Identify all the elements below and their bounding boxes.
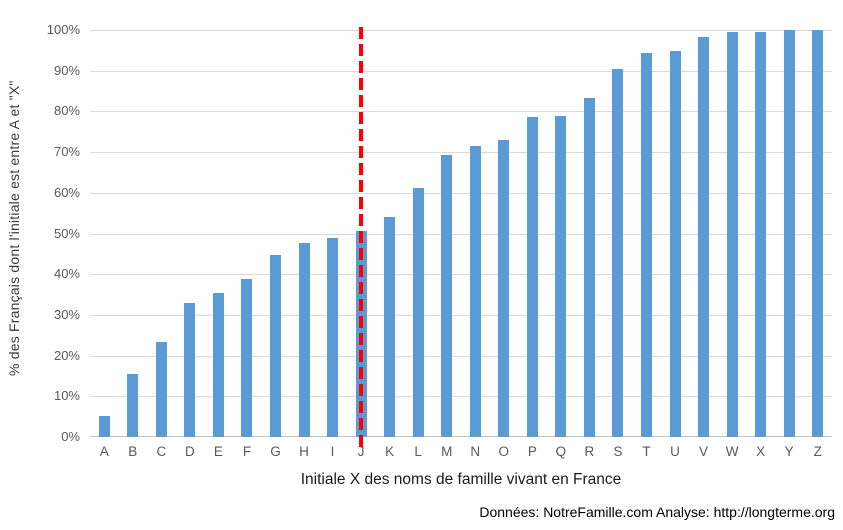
- y-tick-label: 30%: [53, 306, 80, 322]
- x-tick-label: D: [185, 444, 195, 459]
- y-tick-label: 90%: [53, 62, 80, 78]
- y-tick-label: 50%: [53, 225, 80, 241]
- bar-W: [726, 32, 738, 437]
- y-tick-label: 0%: [61, 429, 80, 444]
- gridline: [90, 356, 832, 357]
- gridline: [90, 152, 832, 153]
- bar-V: [698, 36, 710, 437]
- x-tick-label: M: [441, 444, 453, 459]
- gridline: [90, 71, 832, 72]
- bar-O: [498, 140, 510, 437]
- bar-G: [270, 254, 281, 437]
- bar-T: [641, 52, 652, 437]
- x-tick-label: F: [242, 444, 252, 459]
- x-tick-label: C: [156, 444, 167, 459]
- x-tick-label: I: [330, 444, 335, 459]
- bar-F: [241, 279, 253, 437]
- x-tick-label: V: [699, 444, 709, 459]
- source-footer: Données: NotreFamille.com Analyse: http:…: [479, 504, 835, 520]
- y-tick-label: 10%: [53, 388, 80, 404]
- gridline: [90, 193, 832, 194]
- x-tick-label: O: [498, 444, 510, 459]
- bar-S: [612, 68, 624, 437]
- y-tick-label: 20%: [53, 347, 80, 363]
- x-tick-label: K: [385, 444, 395, 459]
- bar-Q: [555, 115, 567, 437]
- x-tick-label: E: [213, 444, 223, 459]
- gridline: [90, 234, 832, 235]
- bar-D: [184, 302, 196, 437]
- y-tick-label: 60%: [53, 184, 80, 200]
- bar-M: [441, 155, 453, 437]
- bar-P: [526, 116, 538, 437]
- x-tick-label: Q: [555, 444, 567, 459]
- x-tick-label: Z: [813, 444, 822, 459]
- x-tick-label: H: [299, 444, 309, 459]
- bar-I: [327, 237, 339, 437]
- gridline: [90, 396, 832, 397]
- bar-N: [469, 146, 481, 437]
- bar-B: [127, 373, 139, 437]
- bar-Z: [812, 30, 824, 437]
- bar-L: [412, 187, 424, 437]
- plot-area: [90, 27, 832, 447]
- bar-E: [212, 293, 224, 437]
- gridline: [90, 30, 832, 31]
- y-tick-label: 100%: [46, 22, 80, 37]
- bar-U: [669, 51, 681, 437]
- bar-C: [155, 341, 167, 437]
- x-axis-line: [90, 436, 832, 437]
- bar-Y: [783, 30, 795, 437]
- y-tick-label: 70%: [53, 144, 80, 160]
- cutoff-dashed-line: [359, 27, 364, 447]
- x-axis-title: Initiale X des noms de famille vivant en…: [300, 471, 622, 488]
- x-tick-label: G: [270, 444, 281, 459]
- x-tick-label: T: [642, 444, 651, 459]
- bar-X: [755, 32, 767, 437]
- bar-H: [298, 242, 310, 437]
- bar-A: [98, 415, 110, 437]
- x-tick-label: R: [584, 444, 595, 459]
- x-tick-label: J: [357, 444, 365, 459]
- x-tick-label: U: [670, 444, 680, 459]
- x-tick-label: L: [414, 444, 422, 459]
- gridline: [90, 274, 832, 275]
- x-tick-label: B: [128, 444, 138, 459]
- gridline: [90, 315, 832, 316]
- x-tick-label: W: [725, 444, 739, 459]
- bar-R: [583, 97, 595, 437]
- y-tick-label: 80%: [53, 103, 80, 119]
- x-tick-label: X: [756, 444, 766, 459]
- x-tick-label: P: [527, 444, 537, 459]
- x-tick-label: N: [470, 444, 481, 459]
- bar-K: [384, 217, 396, 437]
- gridline: [90, 111, 832, 112]
- x-tick-label: A: [99, 444, 109, 459]
- x-tick-label: Y: [784, 444, 794, 459]
- y-tick-label: 40%: [53, 266, 80, 282]
- x-tick-label: S: [613, 444, 623, 459]
